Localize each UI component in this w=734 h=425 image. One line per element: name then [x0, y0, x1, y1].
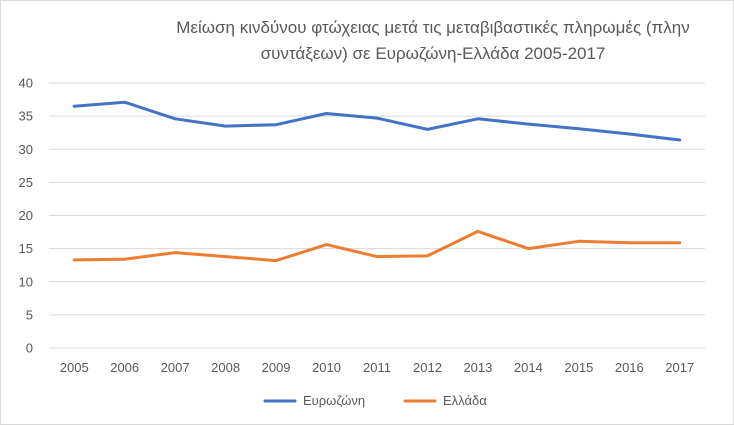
y-tick-label: 10	[19, 274, 33, 289]
x-tick-label: 2009	[262, 360, 291, 375]
legend-label-greece: Ελλάδα	[443, 393, 487, 408]
x-tick-label: 2017	[665, 360, 694, 375]
x-tick-label: 2012	[413, 360, 442, 375]
x-tick-label: 2011	[363, 360, 391, 375]
gridlines	[49, 82, 705, 349]
x-tick-label: 2005	[60, 360, 89, 375]
x-tick-label: 2014	[514, 360, 543, 375]
series-line-eurozone	[72, 100, 682, 142]
y-tick-label: 40	[19, 76, 33, 91]
legend: Ευρωζώνη Ελλάδα	[263, 393, 487, 408]
x-tick-label: 2016	[615, 360, 644, 375]
series-lines	[72, 100, 682, 263]
x-tick-label: 2007	[161, 360, 190, 375]
y-tick-label: 35	[19, 109, 33, 124]
x-tick-label: 2015	[564, 360, 593, 375]
chart-title-line-1: Μείωση κινδύνου φτώχειας μετά τις μεταβι…	[176, 18, 689, 37]
legend-label-eurozone: Ευρωζώνη	[303, 393, 365, 408]
y-tick-label: 30	[19, 142, 33, 157]
y-tick-label: 15	[19, 241, 33, 256]
x-tick-label: 2008	[211, 360, 240, 375]
x-tick-label: 2013	[463, 360, 492, 375]
chart-title-line-2: συντάξεων) σε Ευρωζώνη-Ελλάδα 2005-2017	[261, 44, 606, 63]
series-line-greece	[72, 229, 682, 263]
x-tick-label: 2010	[312, 360, 341, 375]
y-tick-label: 5	[26, 307, 33, 322]
x-axis-ticks: 2005 2006 2007 2008 2009 2010 2011 2012 2013 2014…	[60, 360, 694, 375]
y-tick-label: 25	[19, 175, 33, 190]
y-axis-ticks: 0 5 10 15 20 25 30 35 40	[19, 76, 33, 356]
y-tick-label: 0	[26, 341, 33, 356]
y-tick-label: 20	[19, 208, 33, 223]
x-tick-label: 2006	[110, 360, 139, 375]
